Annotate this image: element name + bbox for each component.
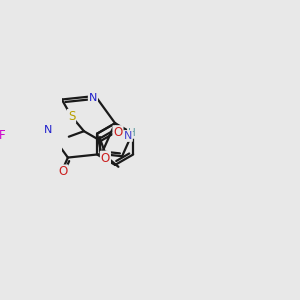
Text: O: O — [101, 152, 110, 165]
Text: H: H — [128, 128, 136, 138]
Text: N: N — [89, 93, 97, 103]
Text: O: O — [113, 126, 123, 139]
Text: N: N — [124, 131, 132, 141]
Text: S: S — [68, 110, 75, 123]
Text: O: O — [58, 165, 68, 178]
Text: F: F — [0, 129, 6, 142]
Text: N: N — [44, 125, 52, 135]
